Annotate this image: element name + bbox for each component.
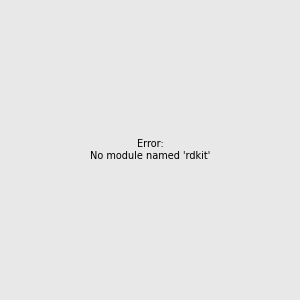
Text: Error:
No module named 'rdkit': Error: No module named 'rdkit' [90,139,210,161]
